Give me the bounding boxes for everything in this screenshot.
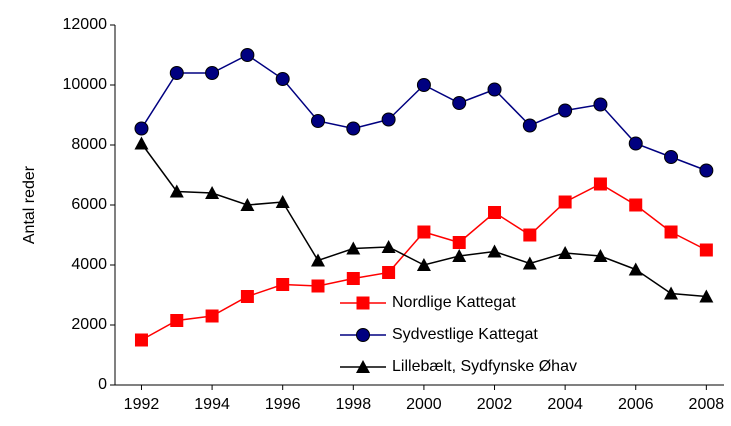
marker	[346, 241, 361, 255]
y-tick-label: 0	[98, 376, 107, 393]
marker	[699, 243, 713, 257]
marker	[346, 272, 360, 285]
marker	[311, 114, 325, 128]
marker	[593, 177, 607, 191]
marker	[593, 97, 608, 112]
marker	[628, 262, 643, 276]
x-tick-label: 1994	[194, 396, 230, 413]
marker	[523, 228, 537, 242]
marker	[452, 96, 467, 110]
x-tick-label: 2004	[547, 396, 583, 413]
legend-label: Nordlige Kattegat	[392, 294, 516, 311]
marker	[664, 225, 678, 239]
marker	[170, 314, 184, 327]
x-tick-label: 2002	[477, 396, 513, 413]
marker	[558, 195, 572, 209]
marker	[629, 198, 643, 212]
marker	[699, 289, 714, 303]
marker	[487, 82, 502, 97]
marker	[275, 72, 290, 86]
legend-marker	[356, 360, 370, 373]
marker	[205, 309, 219, 323]
y-tick-label: 6000	[71, 196, 107, 213]
y-tick-label: 10000	[63, 76, 108, 93]
marker	[205, 66, 220, 80]
legend-marker	[356, 296, 370, 310]
marker	[664, 286, 679, 300]
marker	[416, 258, 431, 271]
marker	[134, 136, 149, 150]
marker	[381, 112, 396, 127]
marker	[452, 249, 467, 262]
marker	[522, 118, 537, 133]
marker	[558, 246, 573, 259]
marker	[487, 244, 502, 258]
marker	[488, 206, 502, 219]
series-line	[140, 54, 707, 172]
marker	[522, 256, 537, 270]
marker	[275, 195, 290, 208]
x-tick-label: 2006	[618, 396, 654, 413]
marker	[593, 249, 608, 262]
marker	[417, 225, 431, 239]
y-tick-label: 2000	[71, 316, 107, 333]
marker	[240, 290, 254, 303]
marker	[240, 198, 255, 211]
marker	[381, 240, 396, 253]
legend-marker	[356, 328, 370, 342]
marker	[664, 150, 679, 164]
marker	[169, 66, 184, 80]
legend-label: Sydvestlige Kattegat	[392, 326, 538, 343]
x-tick-label: 1998	[336, 396, 372, 413]
marker	[276, 278, 290, 291]
marker	[699, 163, 714, 178]
marker	[416, 78, 431, 92]
marker	[169, 184, 184, 198]
marker	[134, 121, 149, 136]
x-tick-label: 2000	[406, 396, 442, 413]
y-axis-label: Antal reder	[21, 165, 38, 244]
legend-label: Lillebælt, Sydfynske Øhav	[392, 358, 577, 375]
marker	[382, 266, 396, 279]
series-line	[140, 143, 707, 298]
y-tick-label: 12000	[63, 16, 108, 33]
marker	[205, 186, 220, 199]
marker	[311, 253, 325, 267]
y-tick-label: 8000	[71, 136, 107, 153]
marker	[452, 236, 466, 249]
marker	[346, 121, 361, 136]
x-tick-label: 1992	[124, 396, 160, 413]
marker	[628, 136, 643, 151]
x-tick-label: 1996	[265, 396, 301, 413]
marker	[311, 279, 325, 293]
marker	[134, 333, 148, 347]
x-tick-label: 2008	[689, 396, 725, 413]
marker	[558, 103, 573, 118]
y-tick-label: 4000	[71, 256, 107, 273]
marker	[240, 48, 255, 62]
